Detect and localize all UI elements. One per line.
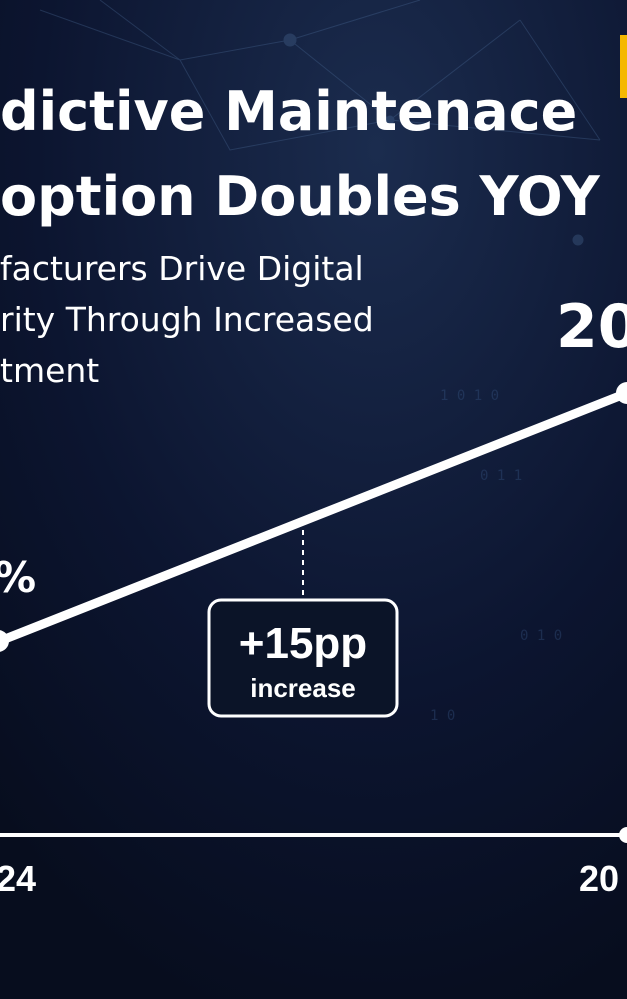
subtitle-line: facturers Drive Digital <box>0 249 364 288</box>
subtitle-line: rity Through Increased <box>0 300 374 339</box>
svg-text:1 0: 1 0 <box>430 708 455 724</box>
callout-text: increase <box>250 673 356 703</box>
axis-point <box>619 827 627 843</box>
title-line: dictive Maintenace <box>0 80 577 143</box>
point <box>0 630 9 652</box>
x-label: 20 <box>579 858 619 899</box>
value-label: % <box>0 553 36 602</box>
x-label: 24 <box>0 858 36 899</box>
svg-text:1 0 1 0: 1 0 1 0 <box>440 388 499 404</box>
svg-text:0 1 1: 0 1 1 <box>480 468 522 484</box>
svg-text:0 1 0: 0 1 0 <box>520 628 562 644</box>
callout-value: +15pp <box>239 619 367 668</box>
title-line: option Doubles YOY <box>0 165 601 228</box>
callout-box <box>207 598 399 718</box>
value-label: 20 <box>556 292 627 362</box>
subtitle-line: tment <box>0 351 99 390</box>
trend-line <box>0 388 627 646</box>
binary-decoration: 1 0 1 0 0 1 1 1 0 0 1 0 <box>430 388 562 724</box>
point <box>616 382 627 404</box>
accent-bar <box>620 35 627 98</box>
network-decoration <box>39 0 601 246</box>
